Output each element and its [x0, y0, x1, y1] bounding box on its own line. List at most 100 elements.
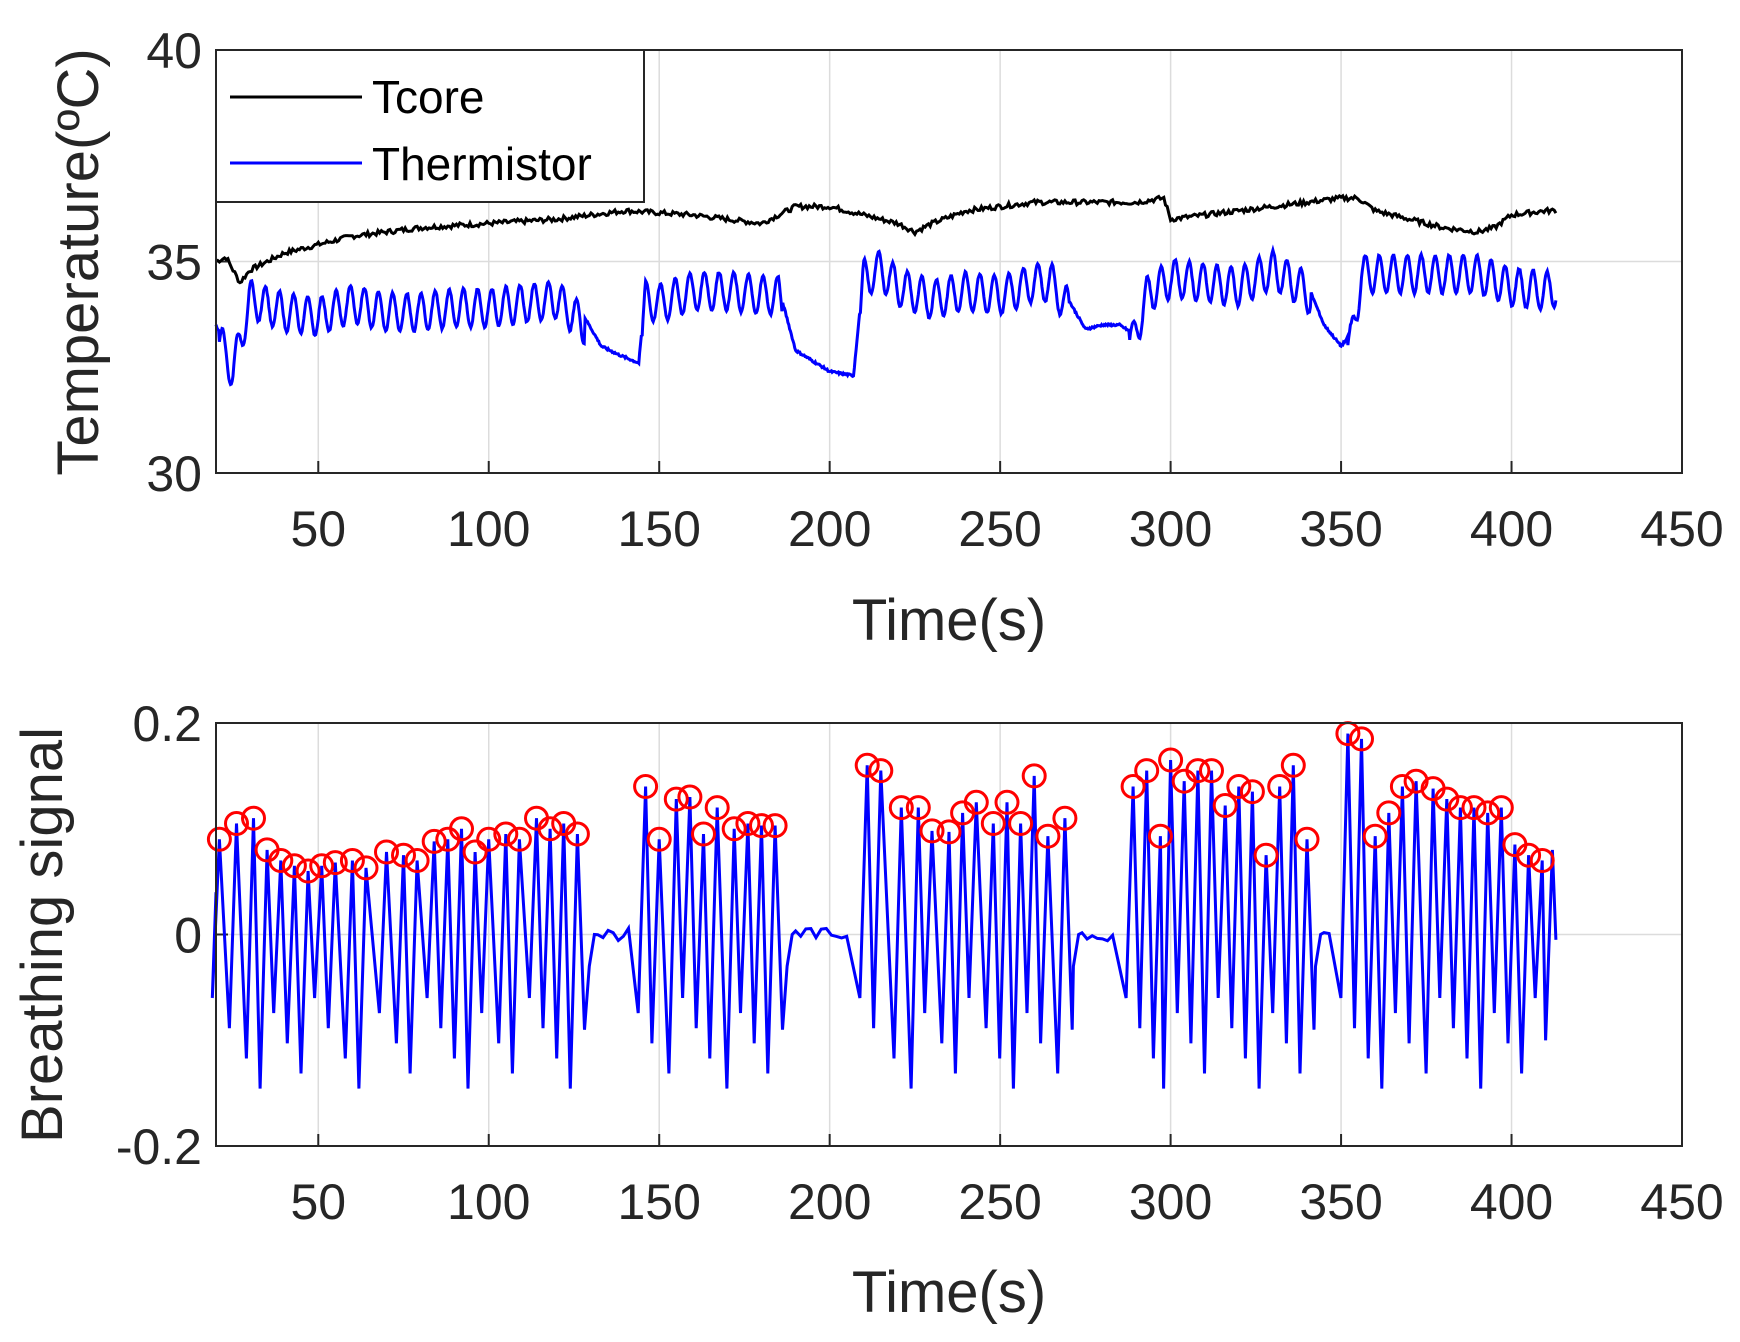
peak-marker [919, 818, 945, 844]
peak-marker [1052, 805, 1078, 831]
x-axis-label-bottom: Time(s) [852, 1260, 1046, 1325]
legend-label-thermistor: Thermistor [372, 138, 592, 190]
y-axis-label-top: Temperature(ºC) [46, 48, 111, 475]
peak-marker [449, 816, 474, 842]
y-tick-label: -0.2 [116, 1119, 202, 1175]
peak-marker [391, 842, 416, 868]
peak-marker [564, 821, 590, 847]
peak-marker [1389, 774, 1415, 799]
peak-marker [421, 828, 447, 854]
peak-marker [1212, 793, 1238, 818]
peak-marker [1199, 758, 1224, 784]
peak-marker [537, 816, 563, 842]
peak-marker [1362, 823, 1388, 849]
y-tick-labels-bottom: -0.2 0 0.2 [116, 696, 202, 1175]
peak-marker [721, 816, 747, 842]
peak-marker [1447, 795, 1473, 821]
peak-marker [994, 789, 1020, 815]
peak-marker [735, 811, 761, 836]
x-tick-label: 250 [958, 501, 1041, 557]
peak-marker [905, 795, 931, 821]
peak-marker [1376, 800, 1402, 826]
peak-marker [1021, 763, 1047, 789]
legend: Tcore Thermistor [215, 49, 645, 203]
peak-marker [868, 758, 894, 784]
y-tick-label: 0.2 [132, 696, 202, 752]
y-axis-label-bottom: Breathing signal [10, 727, 75, 1143]
peak-marker [322, 850, 348, 876]
peak-marker [1253, 842, 1279, 868]
x-tick-label: 150 [617, 1174, 700, 1230]
x-tick-label: 250 [958, 1174, 1041, 1230]
peak-marker [268, 848, 294, 873]
peak-marker [1120, 774, 1146, 799]
peak-marker [404, 848, 430, 873]
peak-marker [1185, 758, 1211, 784]
peak-marker [1434, 786, 1460, 812]
peak-marker [1294, 826, 1320, 852]
x-tick-label: 50 [290, 501, 346, 557]
peak-marker [663, 786, 689, 812]
series-line-tcore [215, 193, 1558, 285]
peak-marker [1035, 823, 1061, 849]
peak-marker [888, 795, 914, 821]
y-tick-labels-top: 30 35 40 [146, 23, 202, 502]
x-tick-label: 150 [617, 501, 700, 557]
peak-marker [281, 853, 307, 879]
x-tick-label: 300 [1129, 501, 1212, 557]
peak-marker [309, 853, 335, 879]
peak-marker [374, 839, 399, 865]
peak-marker [339, 848, 365, 873]
axes-box-bottom [215, 722, 1683, 1147]
x-tick-labels-bottom: 50 100 150 200 250 300 350 400 450 [290, 1174, 1723, 1230]
peak-marker [749, 813, 774, 839]
peak-marker [980, 811, 1006, 836]
peak-marker [1134, 758, 1160, 784]
peak-marker [493, 821, 519, 847]
x-tick-label: 400 [1470, 1174, 1553, 1230]
peak-marker [633, 774, 659, 799]
peak-marker [936, 819, 962, 845]
x-axis-label-top: Time(s) [852, 588, 1046, 653]
peak-marker [1516, 842, 1542, 868]
peak-marker [646, 826, 672, 852]
x-tick-label: 100 [447, 501, 530, 557]
peak-marker [206, 826, 232, 852]
peak-marker [1147, 823, 1173, 849]
peak-marker [854, 752, 880, 778]
peak-marker [1475, 800, 1501, 826]
series-line-breathing [210, 733, 1558, 1089]
peak-marker [1226, 774, 1252, 799]
x-tick-label: 400 [1470, 501, 1553, 557]
y-tick-label: 30 [146, 446, 202, 502]
breathing-chart: 50 100 150 200 250 300 350 400 450 -0.2 0 0.2 Time… [10, 696, 1724, 1325]
x-tick-label: 300 [1129, 1174, 1212, 1230]
peak-marker [691, 821, 716, 847]
peak-marker [241, 805, 266, 831]
peak-marker [1008, 811, 1034, 836]
x-tick-label: 200 [788, 501, 871, 557]
x-tick-label: 200 [788, 1174, 871, 1230]
peak-marker [704, 795, 730, 821]
x-tick-label: 350 [1299, 501, 1382, 557]
peak-marker [963, 789, 989, 815]
peak-marker [224, 811, 249, 836]
peak-marker [677, 784, 703, 810]
legend-label-tcore: Tcore [372, 71, 484, 123]
peak-marker [1158, 747, 1184, 773]
x-tick-label: 50 [290, 1174, 346, 1230]
peak-marker [1267, 774, 1293, 799]
peak-marker [1461, 795, 1487, 821]
peak-marker [353, 855, 379, 881]
y-tick-label: 35 [146, 235, 202, 291]
peak-marker [295, 858, 321, 884]
peak-marker [1529, 848, 1555, 873]
peak-marker [1280, 752, 1306, 778]
peak-markers [206, 721, 1555, 884]
peak-marker [462, 839, 488, 865]
peak-marker [1488, 795, 1514, 821]
peak-marker [506, 826, 532, 852]
x-tick-label: 350 [1299, 1174, 1382, 1230]
x-tick-labels-top: 50 100 150 200 250 300 350 400 450 [290, 501, 1723, 557]
